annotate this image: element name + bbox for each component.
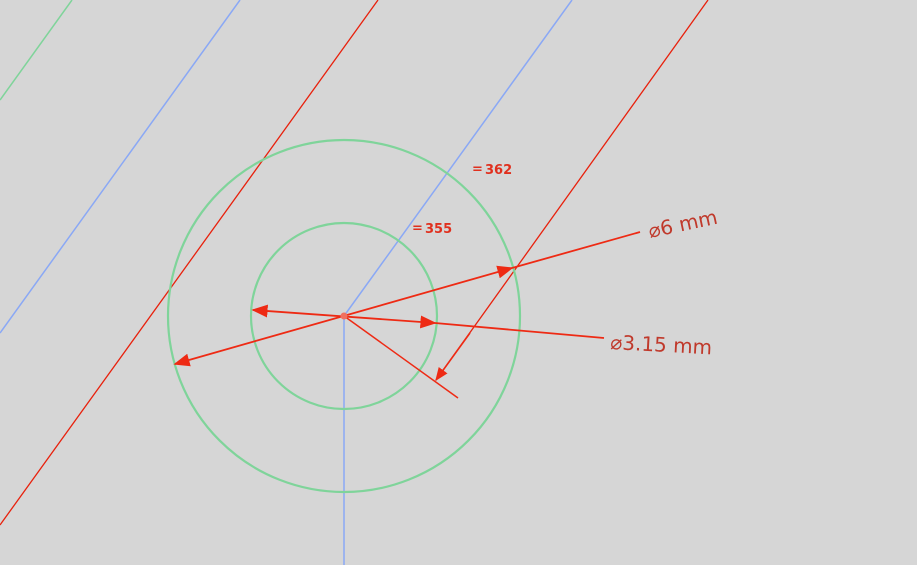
outer-circle[interactable]	[166, 138, 522, 494]
inner-diameter-leader[interactable]	[434, 322, 605, 339]
geometry-line-red-right[interactable]	[435, 0, 709, 381]
axis-line-blue-center[interactable]	[343, 0, 573, 317]
geometry-line-red-left[interactable]	[0, 0, 379, 526]
outer-diameter-label[interactable]: ⌀6 mm	[646, 205, 720, 243]
svg-text:=: =	[472, 162, 483, 177]
construction-line-green[interactable]	[0, 0, 73, 101]
outer-diameter-leader[interactable]	[511, 231, 641, 269]
equal-constraint-362[interactable]: = 362	[472, 162, 512, 178]
center-point[interactable]	[340, 312, 348, 320]
axis-line-blue-left[interactable]	[0, 0, 241, 334]
radial-segment[interactable]	[343, 315, 459, 399]
inner-diameter-label[interactable]: ⌀3.15 mm	[610, 330, 713, 359]
equal-constraint-355[interactable]: = 355	[412, 221, 452, 237]
svg-text:=: =	[412, 221, 423, 236]
svg-text:355: 355	[425, 222, 452, 237]
svg-text:362: 362	[485, 163, 512, 178]
tangent-arrow[interactable]	[435, 332, 471, 382]
